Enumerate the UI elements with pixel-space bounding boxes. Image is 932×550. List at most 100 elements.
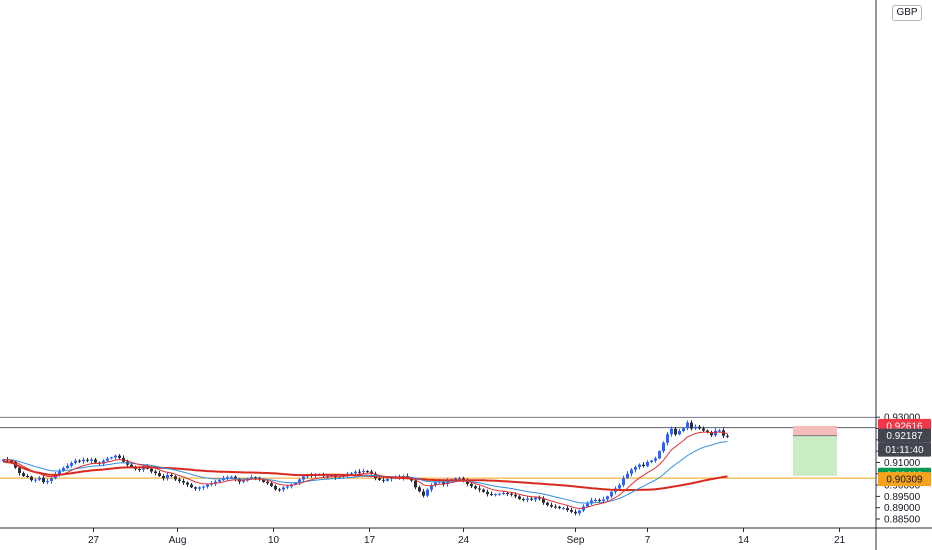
take-profit-zone — [793, 435, 837, 476]
candle-body — [590, 500, 593, 504]
candle-body — [206, 484, 209, 487]
candle-body — [214, 481, 217, 484]
candle-body — [458, 478, 461, 480]
price-label-text: 0.92616 — [886, 421, 923, 432]
candle-body — [18, 467, 21, 474]
moving-average-slow — [3, 441, 728, 504]
candle-body — [442, 481, 445, 484]
candle-body — [498, 493, 501, 495]
candle-body — [418, 487, 421, 492]
candle-body — [702, 428, 705, 431]
candle-body — [586, 503, 589, 507]
candle-body — [138, 469, 141, 471]
candle-body — [218, 480, 221, 482]
candle-body — [186, 482, 189, 485]
x-tick-label: 27 — [88, 535, 100, 546]
candle-body — [662, 442, 665, 452]
candle-body — [326, 475, 329, 477]
candle-body — [198, 487, 201, 489]
candle-body — [378, 478, 381, 480]
candle-body — [202, 486, 205, 488]
candle-body — [154, 471, 157, 474]
candle-body — [474, 486, 477, 489]
candle-body — [162, 476, 165, 479]
candle-body — [82, 459, 85, 462]
candle-body — [414, 480, 417, 488]
candle-body — [686, 422, 689, 429]
candle-body — [610, 491, 613, 497]
moving-average-fast — [3, 431, 728, 510]
candle-body — [658, 451, 661, 459]
plot-area — [0, 416, 876, 516]
candle-body — [74, 460, 77, 463]
price-label-text: 01:11:40 — [885, 445, 924, 456]
candle-body — [34, 479, 37, 481]
candle-body — [150, 468, 153, 472]
y-tick-label: 0.88500 — [884, 515, 921, 526]
candle-body — [682, 428, 685, 432]
candle-body — [554, 506, 557, 508]
candle-body — [602, 499, 605, 501]
y-tick-label: 0.89500 — [884, 492, 921, 503]
candle-body — [382, 479, 385, 481]
candle-body — [670, 428, 673, 435]
candle-body — [250, 477, 253, 479]
candle-body — [558, 506, 561, 509]
candle-body — [698, 426, 701, 429]
candle-body — [666, 434, 669, 443]
candle-body — [726, 435, 729, 437]
candle-body — [578, 510, 581, 514]
candle-body — [366, 471, 369, 473]
x-tick-label: 17 — [364, 535, 376, 546]
x-tick-label: 21 — [834, 535, 846, 546]
candle-body — [102, 460, 105, 464]
candle-body — [298, 479, 301, 483]
candle-body — [342, 475, 345, 477]
candle-body — [562, 508, 565, 510]
candle-body — [638, 464, 641, 467]
candle-body — [278, 489, 281, 491]
candle-body — [646, 461, 649, 467]
candle-body — [2, 459, 5, 462]
candle-body — [706, 430, 709, 433]
candle-body — [598, 499, 601, 501]
x-tick-label: 24 — [458, 535, 470, 546]
candle-body — [234, 476, 237, 479]
candle-body — [506, 492, 509, 494]
candle-body — [50, 478, 53, 481]
candle-body — [90, 459, 93, 461]
candle-body — [478, 488, 481, 490]
candle-body — [486, 491, 489, 495]
price-label-current: 0.92187 — [878, 428, 931, 443]
x-tick-label: Aug — [169, 535, 187, 546]
candle-body — [254, 477, 257, 479]
x-tick-label: 14 — [738, 535, 750, 546]
price-label-text: 0.90309 — [886, 475, 923, 486]
candle-body — [10, 460, 13, 462]
stop-loss-zone — [793, 425, 837, 436]
candle-body — [362, 471, 365, 473]
candle-body — [678, 431, 681, 435]
candle-body — [282, 487, 285, 490]
candle-body — [618, 485, 621, 489]
candle-body — [62, 468, 65, 472]
y-tick-label: 0.89000 — [884, 503, 921, 514]
candle-body — [510, 493, 513, 495]
candle-body — [494, 494, 497, 496]
candle-body — [114, 455, 117, 458]
currency-badge[interactable]: GBP — [892, 5, 922, 21]
candle-body — [142, 466, 145, 470]
candle-body — [370, 471, 373, 474]
candle-body — [530, 498, 533, 500]
candle-body — [650, 460, 653, 462]
candle-body — [86, 459, 89, 461]
candle-body — [174, 476, 177, 480]
candle-body — [170, 474, 173, 477]
candle-body — [622, 478, 625, 486]
candle-body — [462, 478, 465, 481]
candle-body — [430, 485, 433, 490]
candle-body — [594, 499, 597, 501]
candle-body — [710, 432, 713, 436]
candle-body — [626, 473, 629, 479]
